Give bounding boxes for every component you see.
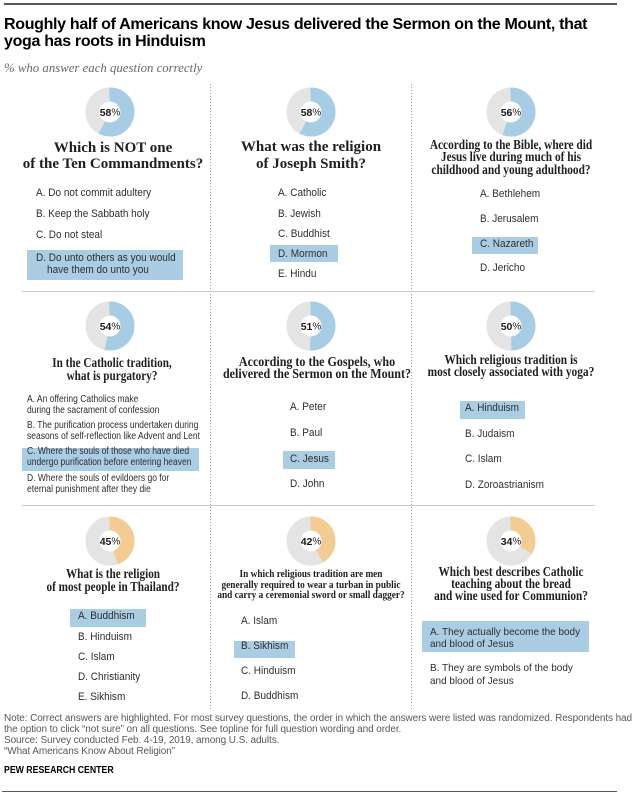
svg-text:54%: 54% (100, 321, 121, 333)
svg-text:34%: 34% (501, 536, 522, 548)
svg-text:56%: 56% (501, 107, 522, 119)
svg-text:58%: 58% (301, 107, 322, 119)
svg-text:58%: 58% (100, 107, 121, 119)
svg-text:51%: 51% (301, 321, 322, 333)
svg-text:45%: 45% (100, 536, 121, 548)
svg-text:42%: 42% (301, 536, 322, 548)
svg-text:50%: 50% (501, 321, 522, 333)
